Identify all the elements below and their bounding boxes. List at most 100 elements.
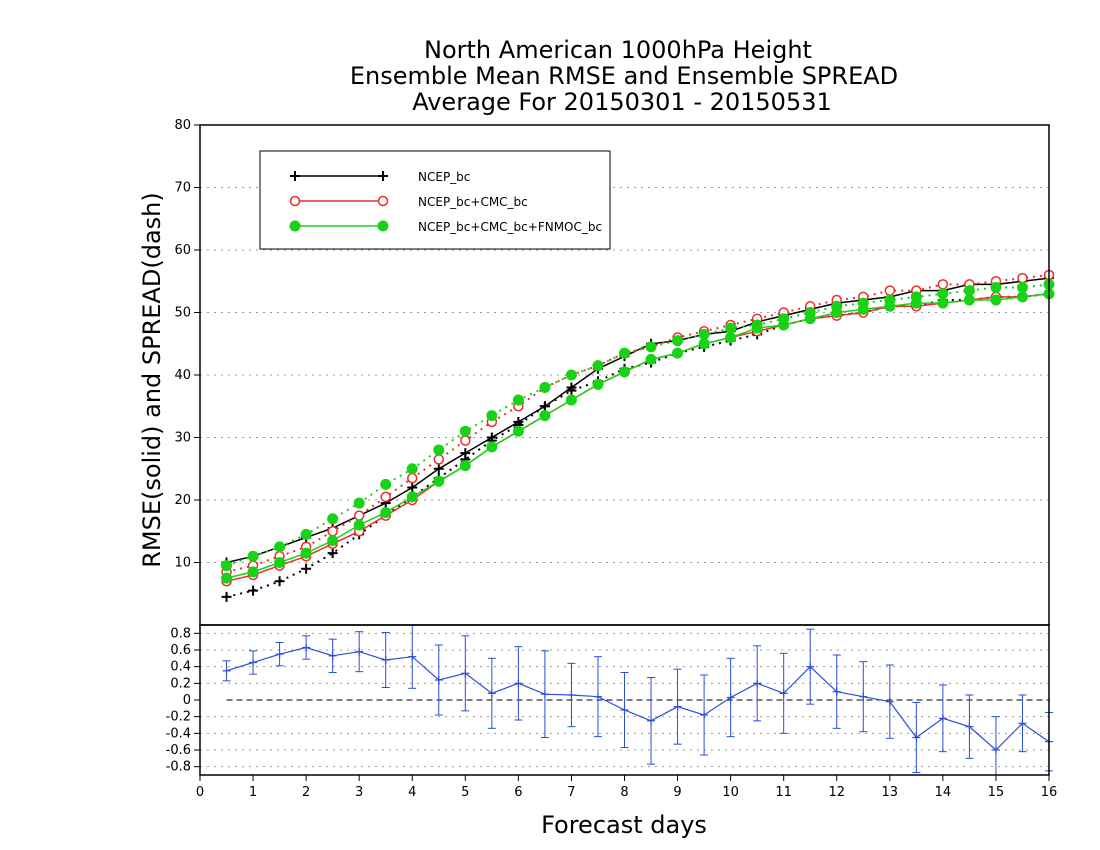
open-circle-marker [353,510,365,521]
chart-title-line1: North American 1000hPa Height [424,36,812,64]
x-tick-label: 7 [567,785,575,800]
filled-circle-marker [380,478,392,490]
filled-circle-marker [751,319,763,331]
difference-point [726,693,735,702]
filled-circle-marker [433,444,445,456]
open-circle-marker [377,195,389,207]
y-tick-label: 40 [174,368,191,383]
series-line-5 [226,283,1050,567]
difference-point [965,722,974,731]
filled-circle-marker [353,497,365,509]
filled-circle-marker [274,541,286,553]
open-circle-marker [289,195,301,207]
plus-marker [248,585,259,596]
filled-circle-marker [274,557,286,568]
filled-circle-marker [459,460,471,472]
filled-circle-marker [247,566,259,578]
filled-circle-marker [725,332,737,343]
chart-title-line2: Ensemble Mean RMSE and Ensemble SPREAD [350,62,898,90]
difference-point [673,702,682,711]
filled-circle-marker [963,285,975,297]
filled-circle-marker [778,313,790,325]
difference-point [461,669,470,678]
difference-line [226,646,1050,751]
y-tick-label: -0.6 [166,743,191,758]
filled-circle-marker [539,410,551,422]
top-panel-series [221,269,1055,602]
filled-circle-marker [831,300,843,312]
filled-circle-marker [592,378,604,390]
plus-marker [539,401,550,412]
legend-label-ncep: NCEP_bc [418,170,470,184]
filled-circle-marker [289,220,301,232]
open-circle-marker [380,491,391,503]
y-tick-label: -0.8 [166,760,191,775]
filled-circle-marker [645,341,657,353]
filled-circle-marker [619,347,630,359]
difference-point [700,711,709,719]
x-tick-label: 13 [882,785,899,800]
plus-marker [221,591,232,602]
filled-circle-marker [990,282,1002,293]
difference-point [647,716,656,725]
difference-point [514,679,523,688]
bottom-y-axis: -0.8 -0.6 -0.4-0.2 0 0.20.4 0.6 0.8 [166,626,200,775]
filled-circle-marker [725,322,737,334]
filled-circle-marker [804,307,816,318]
chart-title-line3: Average For 20150301 - 20150531 [412,88,832,116]
difference-point [434,676,443,684]
y-tick-label: 30 [174,431,191,446]
filled-circle-marker [1016,291,1028,303]
top-y-axis: 10 20 30 40 50 60 70 80 [174,118,200,571]
difference-point [938,714,947,723]
filled-circle-marker [990,294,1002,306]
difference-point [806,662,815,671]
difference-point [859,692,868,701]
filled-circle-marker [698,338,710,350]
filled-circle-marker [698,328,710,340]
x-tick-label: 4 [408,785,416,800]
y-tick-label: 20 [174,493,191,508]
x-tick-label: 8 [620,785,628,800]
filled-circle-marker [645,353,657,365]
x-tick-label: 2 [302,785,310,800]
legend-items [289,171,389,232]
filled-circle-marker [672,335,684,347]
filled-circle-marker [937,297,949,309]
x-tick-label: 11 [775,785,792,800]
y-tick-label: 0 [183,693,191,708]
filled-circle-marker [459,425,471,437]
x-axis-label: Forecast days [541,811,707,839]
x-tick-label: 6 [514,785,522,800]
x-tick-label: 5 [461,785,469,800]
difference-point [1018,719,1027,728]
filled-circle-marker [884,294,896,306]
filled-circle-marker [565,369,577,381]
y-tick-label: 50 [174,306,191,321]
open-circle-marker [407,472,418,484]
y-tick-label: -0.4 [166,726,191,741]
plus-marker [301,563,312,574]
difference-point [487,689,496,698]
open-circle-marker [460,435,471,446]
x-tick-label: 15 [988,785,1005,800]
legend: NCEP_bc NCEP_bc+CMC_bc NCEP_bc+CMC_bc+FN… [259,150,611,250]
y-axis-label: RMSE(solid) and SPREAD(dash) [138,192,166,568]
difference-point [567,691,576,699]
difference-point [540,690,549,699]
open-circle-marker [1017,272,1028,284]
plus-marker [566,385,577,396]
y-tick-label: 70 [174,181,191,196]
filled-circle-marker [300,528,312,540]
difference-point [885,697,894,706]
legend-box [259,150,611,250]
difference-point [355,647,364,656]
series-line-3 [226,274,1050,573]
filled-circle-marker [910,291,922,303]
filled-circle-marker [433,475,445,487]
filled-circle-marker [619,366,630,378]
legend-label-ncep-cmc-fnmoc: NCEP_bc+CMC_bc+FNMOC_bc [418,220,602,234]
filled-circle-marker [377,220,389,232]
x-tick-label: 12 [828,785,845,800]
filled-circle-marker [592,360,604,372]
